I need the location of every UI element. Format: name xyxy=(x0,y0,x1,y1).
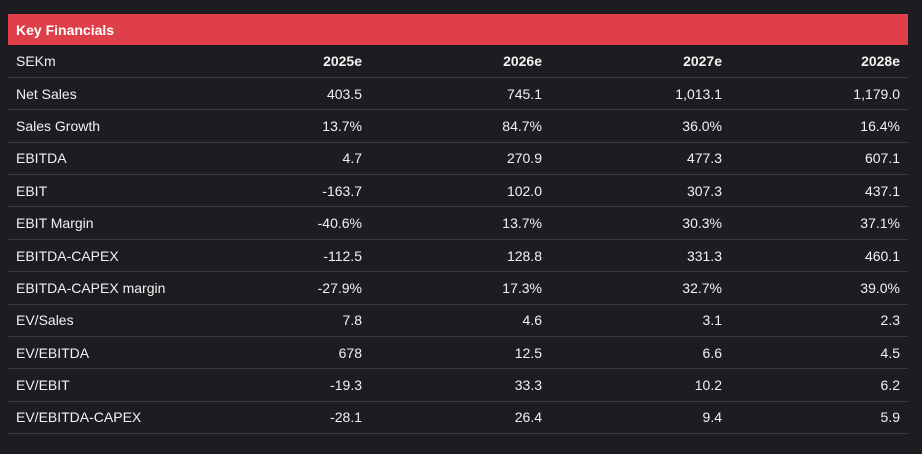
table-cell: 102.0 xyxy=(370,174,550,208)
table-cell: 331.3 xyxy=(550,239,730,273)
table-cell: 128.8 xyxy=(370,239,550,273)
table-cell: 9.4 xyxy=(550,401,730,435)
table-cell: -112.5 xyxy=(198,239,370,273)
panel-title: Key Financials xyxy=(8,14,908,45)
table-cell: 437.1 xyxy=(730,174,908,208)
table-cell: 12.5 xyxy=(370,336,550,370)
row-label: Net Sales xyxy=(8,77,198,111)
table-cell: 2.3 xyxy=(730,304,908,338)
row-label: EV/Sales xyxy=(8,304,198,338)
table-cell: 37.1% xyxy=(730,206,908,240)
table-cell: 4.5 xyxy=(730,336,908,370)
row-label: EBIT Margin xyxy=(8,206,198,240)
table-cell: 1,013.1 xyxy=(550,77,730,111)
table-cell: 307.3 xyxy=(550,174,730,208)
table-cell: 270.9 xyxy=(370,142,550,176)
table-cell: 30.3% xyxy=(550,206,730,240)
table-cell: 6.2 xyxy=(730,368,908,402)
table-cell: 477.3 xyxy=(550,142,730,176)
table-row: EV/EBITDA 678 12.5 6.6 4.5 xyxy=(8,336,908,370)
table-body: Net Sales 403.5 745.1 1,013.1 1,179.0 Sales G… xyxy=(8,77,908,435)
key-financials-panel: Key Financials SEKm 2025e 2026e 2027e 20… xyxy=(8,14,908,435)
table-row: EV/EBIT -19.3 33.3 10.2 6.2 xyxy=(8,368,908,402)
table-cell: 17.3% xyxy=(370,271,550,305)
table-header-row: SEKm 2025e 2026e 2027e 2028e xyxy=(8,45,908,78)
table-cell: 7.8 xyxy=(198,304,370,338)
table-row: EBIT Margin -40.6% 13.7% 30.3% 37.1% xyxy=(8,206,908,240)
table-cell: 460.1 xyxy=(730,239,908,273)
table-cell: 745.1 xyxy=(370,77,550,111)
table-cell: 4.7 xyxy=(198,142,370,176)
header-2026e: 2026e xyxy=(370,45,550,78)
header-2028e: 2028e xyxy=(730,45,908,78)
table-cell: 607.1 xyxy=(730,142,908,176)
table-row: EV/Sales 7.8 4.6 3.1 2.3 xyxy=(8,304,908,338)
table-row: EV/EBITDA-CAPEX -28.1 26.4 9.4 5.9 xyxy=(8,401,908,435)
table-row: Sales Growth 13.7% 84.7% 36.0% 16.4% xyxy=(8,109,908,143)
table-cell: 4.6 xyxy=(370,304,550,338)
table-cell: -28.1 xyxy=(198,401,370,435)
row-label: EV/EBIT xyxy=(8,368,198,402)
row-label: EV/EBITDA xyxy=(8,336,198,370)
row-label: EV/EBITDA-CAPEX xyxy=(8,401,198,435)
table-cell: 3.1 xyxy=(550,304,730,338)
table-cell: 1,179.0 xyxy=(730,77,908,111)
table-cell: 33.3 xyxy=(370,368,550,402)
table-cell: 5.9 xyxy=(730,401,908,435)
table-cell: 39.0% xyxy=(730,271,908,305)
table-row: Net Sales 403.5 745.1 1,013.1 1,179.0 xyxy=(8,77,908,111)
table-cell: 16.4% xyxy=(730,109,908,143)
row-label: EBITDA-CAPEX margin xyxy=(8,271,198,305)
table-cell: 10.2 xyxy=(550,368,730,402)
table-cell: 32.7% xyxy=(550,271,730,305)
table-row: EBITDA-CAPEX margin -27.9% 17.3% 32.7% 39.0% xyxy=(8,271,908,305)
row-label: EBITDA-CAPEX xyxy=(8,239,198,273)
table-cell: 36.0% xyxy=(550,109,730,143)
header-2027e: 2027e xyxy=(550,45,730,78)
row-label: EBITDA xyxy=(8,142,198,176)
table-cell: 13.7% xyxy=(370,206,550,240)
row-label: EBIT xyxy=(8,174,198,208)
table-cell: 403.5 xyxy=(198,77,370,111)
table-cell: -19.3 xyxy=(198,368,370,402)
table-row: EBITDA-CAPEX -112.5 128.8 331.3 460.1 xyxy=(8,239,908,273)
header-2025e: 2025e xyxy=(198,45,370,78)
table-cell: -40.6% xyxy=(198,206,370,240)
financials-table: SEKm 2025e 2026e 2027e 2028e Net Sales 40… xyxy=(8,45,908,435)
table-cell: 13.7% xyxy=(198,109,370,143)
table-cell: 84.7% xyxy=(370,109,550,143)
table-cell: 26.4 xyxy=(370,401,550,435)
header-unit: SEKm xyxy=(8,45,198,78)
table-cell: -163.7 xyxy=(198,174,370,208)
table-row: EBIT -163.7 102.0 307.3 437.1 xyxy=(8,174,908,208)
table-cell: -27.9% xyxy=(198,271,370,305)
row-label: Sales Growth xyxy=(8,109,198,143)
table-row: EBITDA 4.7 270.9 477.3 607.1 xyxy=(8,142,908,176)
table-cell: 678 xyxy=(198,336,370,370)
table-cell: 6.6 xyxy=(550,336,730,370)
